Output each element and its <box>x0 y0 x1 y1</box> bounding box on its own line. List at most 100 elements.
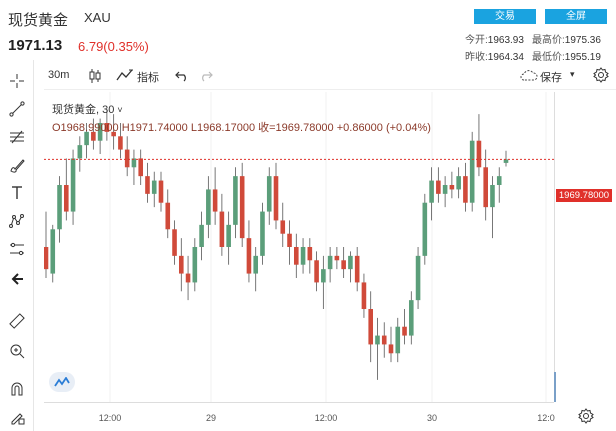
candle-body <box>280 220 286 234</box>
candle-body <box>463 176 468 203</box>
candle-body <box>158 180 164 203</box>
candle-body <box>327 255 333 270</box>
candle-body <box>287 233 292 247</box>
axis-settings-gear-icon[interactable] <box>578 408 594 429</box>
time-label: 12:0 <box>537 413 555 423</box>
zoom-in-icon[interactable] <box>6 340 28 362</box>
time-label: 12:00 <box>314 413 338 423</box>
candle-body <box>436 180 441 194</box>
save-button[interactable]: 保存 <box>540 72 562 84</box>
candle-body <box>476 140 482 168</box>
prev-close-label: 昨收: <box>465 52 488 63</box>
candle-body <box>402 326 407 336</box>
candle-body <box>192 247 198 283</box>
candle-body <box>104 123 110 132</box>
candle-body <box>314 260 319 283</box>
crosshair-icon[interactable] <box>6 70 28 92</box>
candle-body <box>341 260 346 270</box>
chart-toolbar: 30m 指标 保存 ▾ <box>44 66 616 90</box>
candle-body <box>246 238 252 274</box>
cloud-icon[interactable] <box>520 68 538 85</box>
candle-body <box>239 176 245 239</box>
candle-body <box>77 145 83 159</box>
back-arrow-icon[interactable] <box>6 268 28 290</box>
candle-body <box>185 273 191 283</box>
candle-body <box>199 224 204 247</box>
candle-body <box>469 140 475 203</box>
trendline-icon[interactable] <box>6 98 28 120</box>
candle-body <box>293 247 299 265</box>
candle-body <box>321 269 326 283</box>
candle-body <box>43 247 49 270</box>
undo-icon[interactable] <box>175 68 189 85</box>
candle-body <box>97 123 103 141</box>
time-label: 29 <box>205 413 217 423</box>
open-value: 1963.93 <box>487 35 524 46</box>
candle-body <box>118 136 123 150</box>
tradingview-logo[interactable] <box>49 372 75 392</box>
time-axis[interactable]: 12:00 29 12:00 30 12:0 <box>44 402 555 431</box>
brush-icon[interactable] <box>6 154 28 176</box>
high-value: 1975.36 <box>564 35 601 46</box>
candle-body <box>375 335 380 345</box>
prev-close-value: 1964.34 <box>487 52 524 63</box>
candle-body <box>131 158 137 168</box>
interval-selector[interactable]: 30m <box>48 69 70 81</box>
legend-chevron-icon[interactable]: ˅ <box>117 105 123 115</box>
text-icon[interactable] <box>6 182 28 204</box>
candle-body <box>348 255 353 270</box>
candle-body <box>50 229 56 274</box>
low-value: 1955.19 <box>564 52 601 63</box>
candle-body <box>260 211 265 256</box>
candle-type-icon[interactable] <box>88 68 102 87</box>
candle-body <box>395 326 401 354</box>
time-label: 12:00 <box>98 413 122 423</box>
lock-pencil-icon[interactable] <box>6 406 28 428</box>
candle-body <box>266 176 272 212</box>
candle-body <box>354 255 360 283</box>
low-stat: 最低价:1955.19 <box>532 48 601 63</box>
candle-body <box>449 185 455 190</box>
candle-body <box>503 159 509 163</box>
price-change: 6.79(0.35%) <box>78 39 149 54</box>
quote-header: 现货黄金 XAU 1971.13 6.79(0.35%) 交易 全屏 今开:19… <box>0 0 616 63</box>
candle-body <box>172 229 177 256</box>
drawing-toolbar <box>0 60 34 431</box>
prev-close-stat: 昨收:1964.34 <box>465 48 524 63</box>
instrument-symbol: XAU <box>84 10 111 25</box>
candle-body <box>361 282 367 309</box>
fib-icon[interactable] <box>6 126 28 148</box>
candle-body <box>334 255 340 261</box>
chart-grid <box>109 92 547 402</box>
candle-body <box>111 131 116 137</box>
redo-icon[interactable] <box>199 68 213 85</box>
scroll-handle[interactable] <box>554 372 556 402</box>
candle-body <box>483 167 489 208</box>
ruler-icon[interactable] <box>6 310 28 332</box>
last-price: 1971.13 <box>8 37 63 54</box>
settings-gear-icon[interactable] <box>593 67 609 86</box>
pattern-icon[interactable] <box>6 210 28 232</box>
candle-body <box>368 309 374 345</box>
candle-body <box>57 185 62 230</box>
indicators-icon[interactable] <box>116 68 134 85</box>
logo-icon <box>54 377 70 387</box>
candle-body <box>408 300 414 336</box>
candle-body <box>273 176 279 221</box>
candle-body <box>442 185 448 194</box>
price-axis[interactable] <box>554 92 616 402</box>
indicators-button[interactable]: 指标 <box>137 72 159 84</box>
time-label: 30 <box>426 413 438 423</box>
candle-body <box>253 255 259 274</box>
candle-body <box>70 158 76 212</box>
candle-body <box>415 255 421 301</box>
candle-body <box>91 131 96 141</box>
magnet-icon[interactable] <box>6 378 28 400</box>
candle-body <box>84 131 89 146</box>
save-chevron-icon[interactable]: ▾ <box>570 69 575 79</box>
trade-button[interactable]: 交易 <box>474 9 536 24</box>
fullscreen-button[interactable]: 全屏 <box>545 9 607 24</box>
open-label: 今开: <box>465 35 488 46</box>
measure-icon[interactable] <box>6 238 28 260</box>
chart-area[interactable] <box>43 92 554 402</box>
